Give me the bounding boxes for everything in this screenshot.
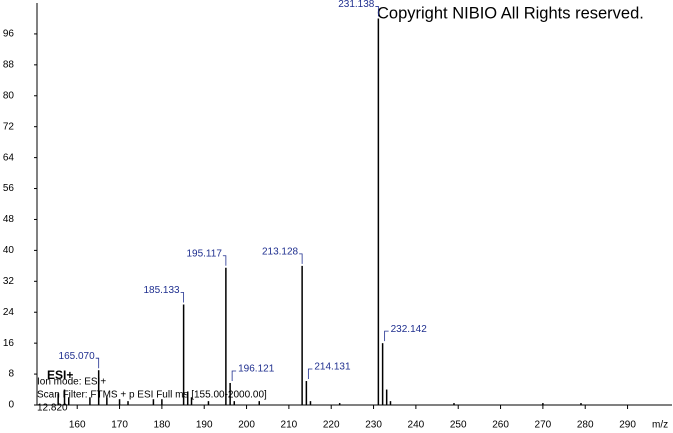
x-axis-label: m/z <box>652 420 668 431</box>
x-tick-label: 220 <box>323 420 340 431</box>
peak-label: 196.121 <box>238 364 275 375</box>
peak-label: 232.142 <box>391 324 428 335</box>
x-tick-label: 260 <box>492 420 509 431</box>
annotation: 12.820 <box>37 403 68 414</box>
y-tick-label: 64 <box>3 152 15 163</box>
x-tick-label: 190 <box>196 420 213 431</box>
y-tick-label: 0 <box>8 400 14 411</box>
y-tick-label: 56 <box>3 183 15 194</box>
label-bracket <box>384 330 389 342</box>
chart-title: Copyright NIBIO All Rights reserved. <box>377 4 644 22</box>
y-tick-label: 8 <box>8 369 14 380</box>
y-tick-label: 96 <box>3 29 15 40</box>
x-tick-label: 230 <box>365 420 382 431</box>
x-tick-label: 180 <box>154 420 171 431</box>
y-tick-label: 72 <box>3 121 15 132</box>
x-tick-label: 280 <box>577 420 594 431</box>
annotation: ESI+ <box>47 368 73 382</box>
x-tick-label: 170 <box>111 420 128 431</box>
label-bracket <box>307 368 313 380</box>
y-tick-label: 24 <box>3 307 15 318</box>
y-tick-label: 32 <box>3 276 15 287</box>
label-bracket <box>231 370 237 381</box>
x-tick-label: 200 <box>238 420 255 431</box>
x-tick-label: 270 <box>535 420 552 431</box>
label-bracket <box>180 292 185 303</box>
x-tick-label: 290 <box>619 420 636 431</box>
label-bracket <box>375 6 379 17</box>
peak-label: 185.133 <box>143 285 180 296</box>
label-bracket <box>222 255 227 266</box>
peak-label: 195.117 <box>186 248 222 259</box>
x-tick-label: 250 <box>450 420 467 431</box>
y-tick-label: 88 <box>3 59 15 70</box>
annotation: Ion mode: ESI+ <box>37 377 106 388</box>
y-tick-label: 40 <box>3 245 15 256</box>
peak-label: 213.128 <box>262 246 299 257</box>
y-tick-label: 48 <box>3 214 15 225</box>
peak-label: 165.070 <box>59 351 96 362</box>
annotation: Scan Filter: FTMS + p ESI Full ms [155.0… <box>37 390 267 401</box>
label-bracket <box>95 357 100 369</box>
x-tick-label: 160 <box>69 420 86 431</box>
label-bracket <box>299 253 303 264</box>
peak-label: 231.138 <box>338 0 375 10</box>
y-tick-label: 16 <box>3 338 15 349</box>
y-tick-label: 80 <box>3 90 15 101</box>
x-tick-label: 240 <box>408 420 425 431</box>
x-tick-label: 210 <box>281 420 298 431</box>
peak-label: 214.131 <box>314 362 351 373</box>
